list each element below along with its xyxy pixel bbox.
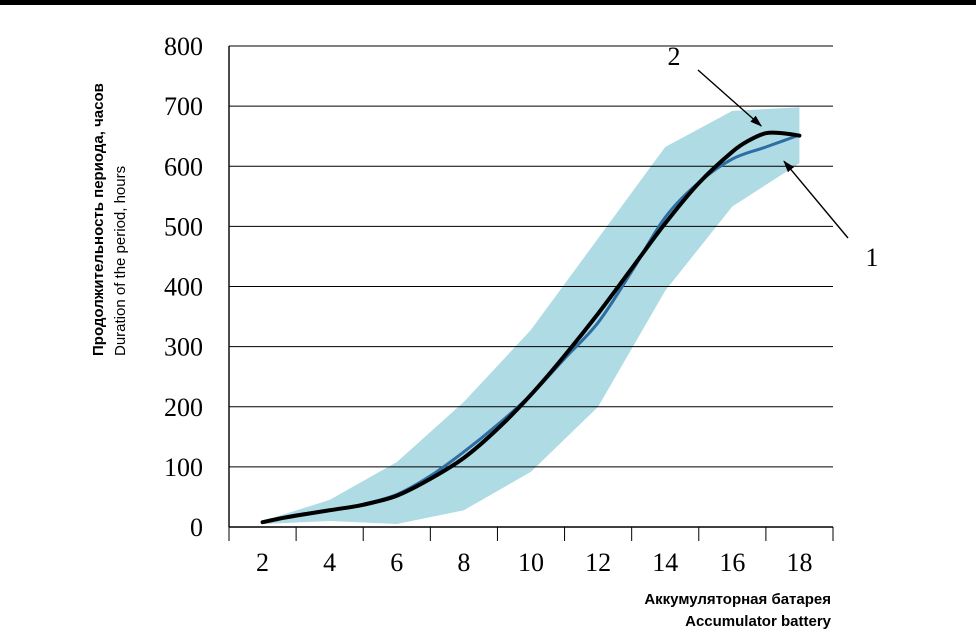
x-tick-label-16: 16 — [719, 548, 745, 577]
y-axis-label-ru: Продолжительность периода, часов — [90, 83, 107, 356]
y-tick-label-500: 500 — [164, 212, 203, 241]
x-tick-label-10: 10 — [518, 548, 544, 577]
x-tick-label-2: 2 — [256, 548, 269, 577]
y-tick-label-100: 100 — [164, 453, 203, 482]
y-tick-label-400: 400 — [164, 273, 203, 302]
x-tick-label-4: 4 — [323, 548, 336, 577]
y-tick-label-600: 600 — [164, 152, 203, 181]
annotation-1-arrow — [783, 160, 849, 239]
top-border — [0, 0, 976, 5]
y-tick-label-200: 200 — [164, 393, 203, 422]
x-tick-label-18: 18 — [786, 548, 812, 577]
annotation-2-arrow — [697, 69, 762, 127]
x-tick-label-6: 6 — [390, 548, 403, 577]
y-tick-label-300: 300 — [164, 333, 203, 362]
x-tick-label-14: 14 — [652, 548, 678, 577]
annotation-1-label: 1 — [866, 243, 879, 272]
y-axis-label-en: Duration of the period, hours — [112, 166, 129, 356]
annotation-2-label: 2 — [668, 42, 681, 71]
y-tick-label-800: 800 — [164, 32, 203, 61]
confidence-band — [262, 107, 800, 525]
x-tick-label-12: 12 — [585, 548, 611, 577]
x-axis-label-en: Accumulator battery — [685, 613, 832, 630]
x-tick-label-8: 8 — [457, 548, 470, 577]
x-axis-label-ru: Аккумуляторная батарея — [644, 591, 831, 608]
y-tick-label-700: 700 — [164, 92, 203, 121]
series-2-line — [260, 130, 802, 525]
y-tick-label-0: 0 — [190, 513, 203, 542]
